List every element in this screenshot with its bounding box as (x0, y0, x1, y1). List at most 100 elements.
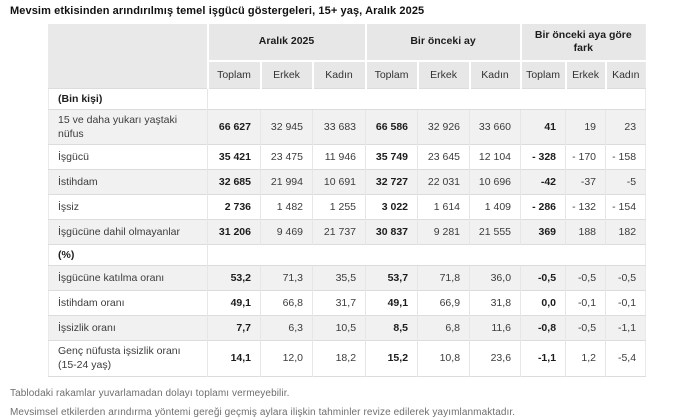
value-cell: 33 683 (311, 108, 366, 145)
value-cell: 31,8 (469, 290, 521, 316)
value-cell: 23 (605, 108, 646, 145)
value-cell: -5,4 (605, 340, 646, 377)
labour-indicators-table: Aralık 2025 Bir önceki ay Bir önceki aya… (48, 24, 647, 377)
value-cell: 9 281 (417, 219, 470, 245)
value-cell: 2 736 (207, 194, 261, 220)
value-cell: 188 (565, 219, 606, 245)
sub-column-row: Toplam Erkek Kadın Toplam Erkek Kadın Toplam Er… (49, 60, 646, 88)
value-cell: -42 (520, 169, 566, 195)
value-cell: 32 926 (417, 108, 470, 145)
value-cell: 1 614 (417, 194, 470, 220)
table-row: İşgücüne katılma oranı 53,2 71,3 35,5 53,7 71… (48, 265, 646, 291)
row-label: İşsiz (48, 194, 208, 220)
value-cell: 9 469 (260, 219, 313, 245)
section-header-label: (Bin kişi) (48, 87, 208, 110)
sub-column-header: Toplam (364, 60, 418, 88)
value-cell: 10,8 (417, 340, 470, 377)
footnote-revision: Mevsimsel etkilerden arındırma yöntemi g… (10, 406, 516, 418)
row-label: İşgücüne dahil olmayanlar (48, 219, 208, 245)
value-cell: - 158 (605, 144, 646, 170)
value-cell: 10 691 (311, 169, 366, 195)
value-cell: 35 421 (207, 144, 261, 170)
col-group-difference: Bir önceki aya göre fark (519, 24, 646, 61)
value-cell: - 132 (565, 194, 606, 220)
value-cell: 23 645 (417, 144, 470, 170)
table-row: İstihdam 32 685 21 994 10 691 32 727 22 031 10… (48, 169, 646, 195)
value-cell: 21 994 (260, 169, 313, 195)
value-cell: -0,5 (605, 265, 646, 291)
value-cell: 6,3 (260, 315, 313, 341)
value-cell: 21 555 (469, 219, 521, 245)
value-cell: - 286 (520, 194, 566, 220)
value-cell: 33 660 (469, 108, 521, 145)
sub-column-header: Toplam (206, 60, 261, 88)
value-cell: 32 685 (207, 169, 261, 195)
value-cell: 1 482 (260, 194, 313, 220)
value-cell: 21 737 (311, 219, 366, 245)
value-cell: 11,6 (469, 315, 521, 341)
value-cell: 3 022 (365, 194, 418, 220)
section-header-row: (%) (48, 244, 646, 266)
table-row: Genç nüfusta işsizlik oranı (15-24 yaş) 1… (48, 340, 646, 377)
value-cell: 35,5 (311, 265, 366, 291)
row-label: İşgücü (48, 144, 208, 170)
sub-column-header: Kadın (311, 60, 366, 88)
value-cell: 11 946 (311, 144, 366, 170)
col-group-previous-month: Bir önceki ay (364, 24, 521, 61)
value-cell: -0,5 (565, 315, 606, 341)
value-cell: 35 749 (365, 144, 418, 170)
value-cell: -0,1 (605, 290, 646, 316)
value-cell: 6,8 (417, 315, 470, 341)
value-cell: 1 409 (469, 194, 521, 220)
value-cell: 30 837 (365, 219, 418, 245)
table-row: İstihdam oranı 49,1 66,8 31,7 49,1 66,9 31,8 0,… (48, 290, 646, 316)
value-cell: - 328 (520, 144, 566, 170)
value-cell: 31 206 (207, 219, 261, 245)
row-label: İstihdam (48, 169, 208, 195)
footnotes: Tablodaki rakamlar yuvarlamadan dolayı t… (10, 388, 693, 418)
value-cell: 36,0 (469, 265, 521, 291)
value-cell: 8,5 (365, 315, 418, 341)
table-row: İşsizlik oranı 7,7 6,3 10,5 8,5 6,8 11,6 -0,8 -0… (48, 315, 646, 341)
col-group-current-month: Aralık 2025 (206, 24, 366, 61)
value-cell: 23 475 (260, 144, 313, 170)
sub-column-header: Kadın (604, 60, 646, 88)
value-cell: 10,5 (311, 315, 366, 341)
section-header-row: (Bin kişi) (48, 87, 646, 110)
row-label: 15 ve daha yukarı yaştaki nüfus (48, 108, 208, 145)
value-cell: 66 586 (365, 108, 418, 145)
value-cell: -0,5 (520, 265, 566, 291)
value-cell: 41 (520, 108, 566, 145)
value-cell: - 154 (605, 194, 646, 220)
sub-column-header: Toplam (519, 60, 566, 88)
value-cell: 53,2 (207, 265, 261, 291)
row-label: İşsizlik oranı (48, 315, 208, 341)
value-cell: 71,8 (417, 265, 470, 291)
table-body: (Bin kişi) 15 ve daha yukarı yaştaki nüfu… (48, 87, 646, 377)
value-cell: 1 255 (311, 194, 366, 220)
value-cell: -1,1 (605, 315, 646, 341)
value-cell: 66 627 (207, 108, 261, 145)
value-cell: 10 696 (469, 169, 521, 195)
row-label: İstihdam oranı (48, 290, 208, 316)
value-cell: -0,1 (565, 290, 606, 316)
value-cell: 66,8 (260, 290, 313, 316)
section-header-spacer (206, 87, 646, 110)
section-header-label: (%) (48, 244, 208, 266)
value-cell: -0,5 (565, 265, 606, 291)
value-cell: 12,0 (260, 340, 313, 377)
table-row: İşgücü 35 421 23 475 11 946 35 749 23 645 12 1… (48, 144, 646, 170)
column-group-row: Aralık 2025 Bir önceki ay Bir önceki aya… (48, 24, 646, 88)
value-cell: 12 104 (469, 144, 521, 170)
table-header: Aralık 2025 Bir önceki ay Bir önceki aya… (48, 24, 646, 88)
value-cell: -1,1 (520, 340, 566, 377)
value-cell: 31,7 (311, 290, 366, 316)
row-label: İşgücüne katılma oranı (48, 265, 208, 291)
value-cell: 66,9 (417, 290, 470, 316)
value-cell: 49,1 (207, 290, 261, 316)
sub-column-header: Erkek (564, 60, 606, 88)
table-row: 15 ve daha yukarı yaştaki nüfus 66 627 32 … (48, 108, 646, 145)
value-cell: 15,2 (365, 340, 418, 377)
value-cell: 182 (605, 219, 646, 245)
